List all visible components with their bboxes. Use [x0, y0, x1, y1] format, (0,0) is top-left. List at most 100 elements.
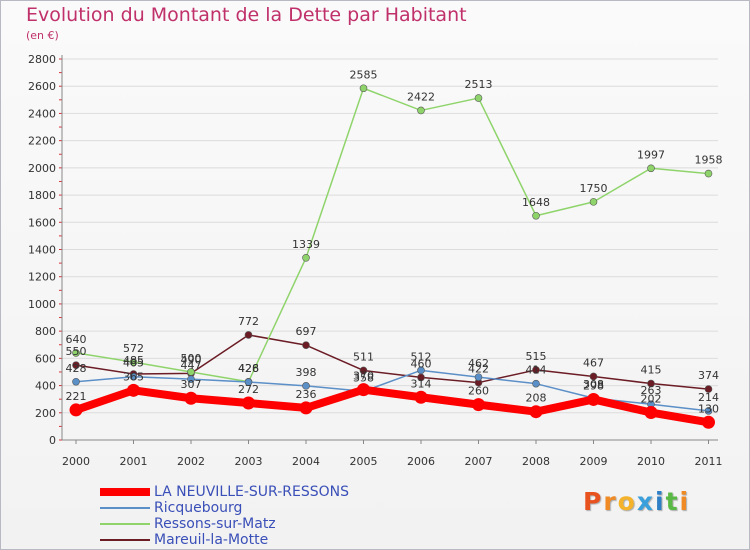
data-label: 358 — [353, 371, 374, 384]
data-point — [187, 375, 195, 383]
data-label: 2422 — [407, 90, 435, 103]
data-label: 1997 — [637, 148, 665, 161]
y-tick-label: 800 — [35, 325, 56, 338]
data-point — [302, 341, 310, 349]
line-chart: 0 200 400 600 800 1000 1200 1400 1600 1800 2000 220… — [28, 53, 723, 468]
data-point — [244, 378, 253, 386]
data-label: 130 — [698, 402, 719, 415]
data-point — [589, 372, 598, 381]
data-label: 485 — [123, 354, 144, 367]
data-point — [72, 361, 80, 369]
y-tick-label: 1000 — [28, 298, 56, 311]
logo-letter: o — [617, 487, 637, 516]
data-label: 1750 — [580, 182, 608, 195]
y-tick-label: 200 — [35, 407, 56, 420]
data-label: 1648 — [522, 196, 550, 209]
data-label: 236 — [296, 388, 317, 401]
data-label: 465 — [123, 357, 144, 370]
y-tick-label: 1400 — [28, 244, 56, 257]
data-label: 214 — [698, 391, 719, 404]
y-tick-label: 1200 — [28, 271, 56, 284]
data-point — [129, 358, 138, 366]
data-label: 572 — [123, 342, 144, 355]
data-point — [472, 398, 485, 412]
data-point — [704, 169, 713, 178]
data-point — [129, 372, 138, 381]
data-label: 374 — [698, 369, 719, 382]
data-point — [359, 366, 368, 375]
y-tick-label: 0 — [49, 434, 56, 447]
data-label: 515 — [526, 350, 547, 363]
data-label: 640 — [66, 333, 87, 346]
data-label: 202 — [641, 393, 662, 406]
series-line-mareuil-la-motte — [75, 334, 710, 390]
data-label: 365 — [123, 370, 144, 383]
data-label: 263 — [641, 384, 662, 397]
axes: 0 200 400 600 800 1000 1200 1400 1600 1800 2000 220… — [28, 53, 723, 468]
x-tick-label: 2004 — [292, 455, 320, 468]
data-label: 462 — [468, 357, 489, 370]
data-label: 307 — [181, 378, 202, 391]
legend-swatch — [100, 488, 150, 496]
x-tick-label: 2008 — [522, 455, 550, 468]
y-tick-label: 1800 — [28, 189, 56, 202]
y-tick-label: 2600 — [28, 80, 56, 93]
data-point — [242, 396, 255, 410]
data-point — [72, 377, 80, 386]
data-label: 2585 — [350, 68, 378, 81]
data-point — [244, 331, 253, 339]
x-tick-label: 2003 — [235, 455, 263, 468]
data-point — [704, 407, 713, 415]
chart-title: Evolution du Montant de la Dette par Hab… — [26, 4, 467, 26]
legend-swatch — [100, 507, 150, 509]
data-label: 260 — [468, 385, 489, 398]
chart-subtitle: (en €) — [26, 29, 59, 42]
data-label: 428 — [66, 362, 87, 375]
data-point — [644, 406, 658, 420]
logo-letter: x — [636, 487, 655, 516]
logo-letter: t — [665, 487, 680, 516]
y-tick-label: 1600 — [28, 216, 56, 229]
data-point — [529, 405, 543, 419]
data-point — [357, 383, 370, 397]
data-label: 467 — [583, 356, 604, 369]
data-point — [72, 349, 80, 357]
x-tick-label: 2000 — [62, 455, 90, 468]
x-tick-label: 2001 — [120, 455, 148, 468]
legend-label: Ricquebourg — [154, 500, 243, 516]
data-label: 298 — [583, 379, 604, 392]
legend-swatch — [100, 539, 150, 541]
data-label: 426 — [238, 362, 259, 375]
y-tick-label: 400 — [35, 380, 56, 393]
y-tick-label: 2400 — [28, 107, 56, 120]
y-tick-label: 2200 — [28, 135, 56, 148]
data-label: 308 — [583, 378, 604, 391]
x-tick-label: 2007 — [465, 455, 493, 468]
data-label: 208 — [526, 392, 547, 405]
data-label: 511 — [353, 350, 374, 363]
data-point — [587, 392, 600, 406]
data-point — [532, 379, 540, 388]
data-point — [704, 385, 713, 393]
legend-swatch — [100, 523, 150, 525]
x-tick-label: 2010 — [637, 455, 665, 468]
proxiti-logo: Proxiti — [583, 487, 690, 516]
data-label: 422 — [468, 363, 489, 376]
logo-letter: P — [583, 487, 604, 516]
data-label: 272 — [238, 383, 259, 396]
y-tick-label: 2000 — [28, 162, 56, 175]
x-tick-label: 2009 — [580, 455, 608, 468]
legend-label: Mareuil-la-Motte — [154, 532, 269, 548]
data-point — [302, 254, 310, 262]
logo-letter: i — [679, 487, 691, 516]
data-label: 460 — [411, 357, 432, 370]
series-layer — [69, 84, 715, 429]
logo-letter: i — [655, 487, 666, 516]
data-label: 500 — [181, 352, 202, 365]
data-label: 428 — [238, 362, 259, 375]
data-point — [532, 366, 540, 374]
data-point — [532, 211, 540, 220]
data-label: 398 — [296, 366, 317, 379]
data-point — [589, 198, 598, 206]
series-line-ressons-sur-matz — [75, 87, 710, 383]
